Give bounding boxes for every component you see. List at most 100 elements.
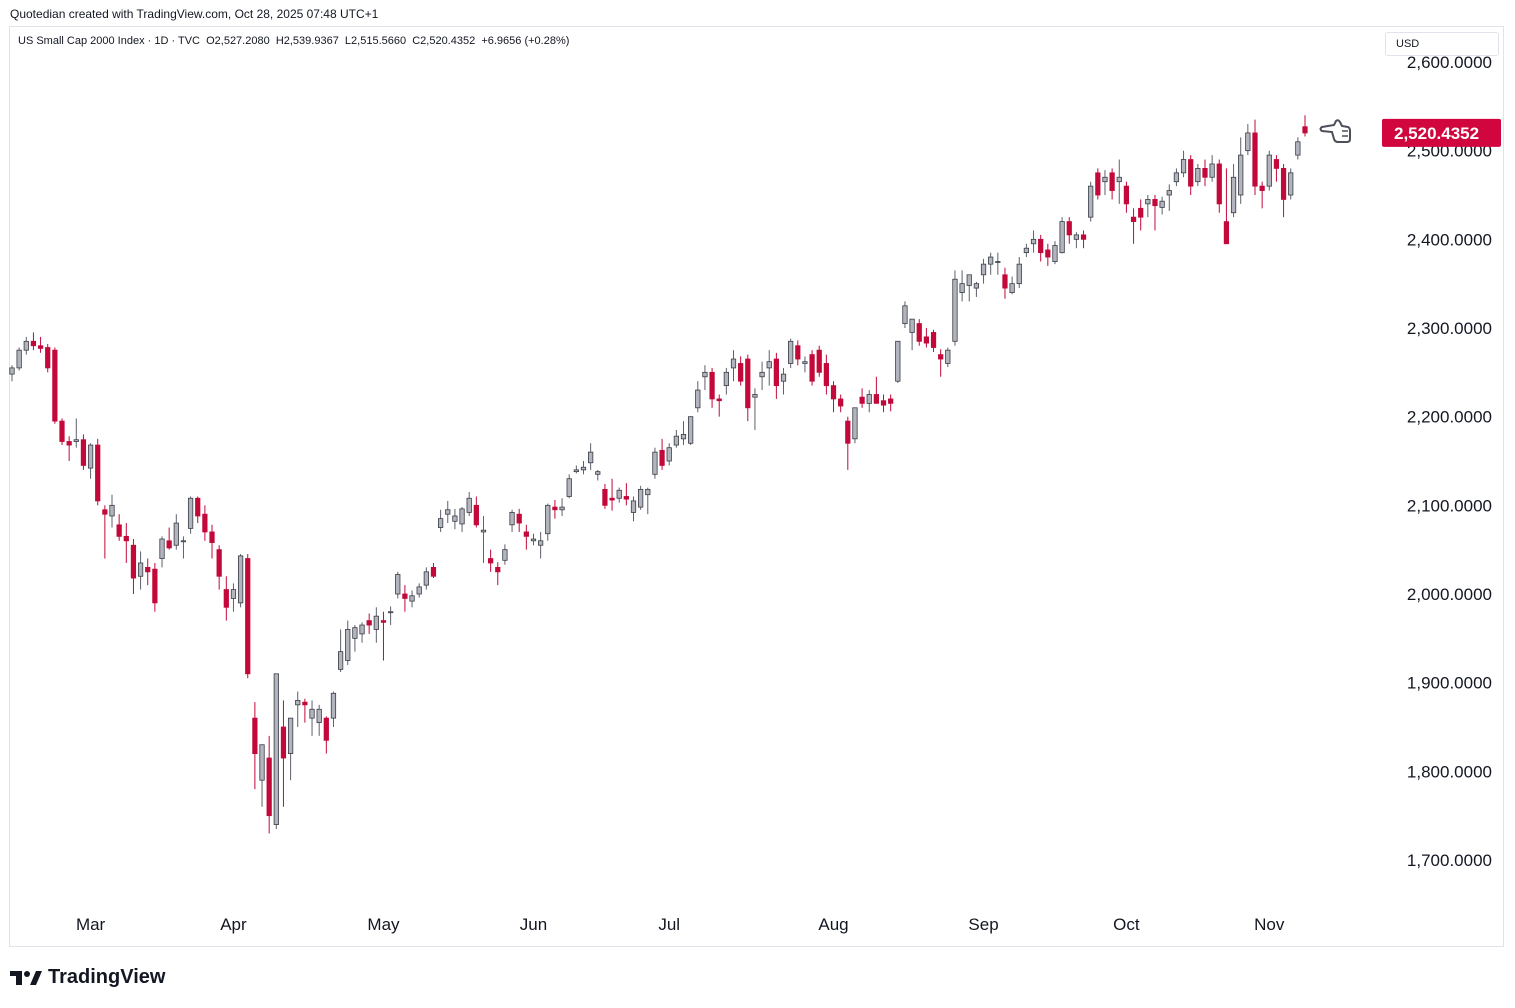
candle [538, 531, 544, 559]
candle-body [152, 568, 158, 604]
candle-body [595, 471, 601, 475]
candle-body [130, 544, 137, 579]
candle-body [673, 435, 679, 446]
candle-body [773, 358, 779, 387]
candle-body [466, 497, 472, 513]
candle [1252, 119, 1258, 195]
tradingview-logo: TradingView [10, 966, 165, 989]
time-tick-label: Jun [520, 915, 547, 934]
pointing-hand-icon[interactable] [1319, 119, 1351, 143]
candle [1180, 150, 1187, 178]
candle-body [573, 469, 579, 473]
candle [545, 503, 551, 541]
candle [1116, 159, 1122, 204]
candle [1166, 184, 1172, 211]
candle-body [952, 278, 958, 342]
candle [916, 319, 922, 346]
candle-body [1002, 274, 1008, 289]
candle-body [980, 263, 987, 276]
candle [109, 494, 115, 528]
candle-body [1252, 132, 1258, 187]
candle-body [709, 371, 715, 400]
candle [980, 258, 987, 284]
candle-body [87, 444, 94, 469]
candle [645, 487, 651, 515]
candle-body [873, 394, 879, 404]
candle [530, 533, 537, 546]
candle-body [1102, 176, 1108, 183]
candle [145, 558, 151, 586]
currency-button[interactable]: USD [1385, 32, 1499, 56]
candle-body [209, 531, 215, 543]
candle-body [588, 451, 594, 464]
candle-body [638, 488, 644, 508]
candle-body [923, 336, 930, 344]
candle-body [66, 441, 72, 446]
candle [502, 544, 508, 565]
candle [187, 496, 194, 534]
candle-body [895, 340, 901, 382]
candle-body [738, 363, 744, 382]
candle [938, 349, 944, 377]
candle [1145, 195, 1151, 218]
candle [1209, 155, 1215, 182]
candle [716, 394, 722, 417]
candle-body [1052, 245, 1058, 262]
candle-body [652, 451, 658, 475]
candle [273, 673, 279, 829]
candle [66, 436, 72, 461]
candle [473, 496, 479, 528]
candle-body [680, 433, 687, 440]
candle-body [995, 261, 1001, 263]
candle [488, 549, 494, 572]
candle [116, 514, 122, 541]
candle-body [973, 283, 980, 289]
candle-body [1138, 207, 1144, 218]
candle-body [859, 396, 865, 404]
candle [809, 350, 815, 386]
last-price-tag: 2,520.4352 [1382, 118, 1501, 147]
candle-body [187, 497, 194, 529]
candle [195, 496, 201, 524]
candle-body [888, 398, 894, 404]
candle [87, 443, 94, 479]
candle-body [1023, 247, 1030, 254]
candle-body [1302, 126, 1308, 134]
candle-body [252, 717, 258, 755]
candle-body [45, 347, 51, 369]
candle [788, 338, 794, 368]
candle-body [1059, 221, 1065, 254]
candle [516, 508, 522, 532]
candle [1016, 257, 1022, 289]
candle-body [337, 651, 344, 670]
candle [1009, 276, 1015, 295]
candle-body [580, 466, 587, 471]
candle-body [52, 349, 58, 422]
candle [973, 281, 980, 297]
candle-body [1030, 238, 1037, 245]
candle-body [352, 627, 358, 639]
candle-body [473, 504, 479, 526]
candle [1173, 168, 1180, 187]
candle-body [830, 385, 837, 400]
candle [337, 629, 344, 673]
brand-name: TradingView [48, 966, 166, 988]
candle-body [502, 549, 508, 561]
candle [280, 700, 287, 807]
candle-body [716, 398, 722, 402]
candle-body [666, 447, 672, 462]
candle-body [166, 540, 172, 549]
candle-body [266, 757, 272, 817]
candle [480, 515, 487, 563]
candle-body [480, 529, 487, 533]
time-tick-label: Nov [1254, 915, 1285, 934]
last-price-tag-background [1382, 118, 1501, 147]
candle [1066, 217, 1072, 244]
candle-body [137, 562, 144, 577]
candle-body [623, 496, 629, 500]
candle [702, 365, 708, 391]
candle [745, 354, 751, 422]
candle-body [959, 283, 965, 293]
candle [852, 407, 858, 444]
